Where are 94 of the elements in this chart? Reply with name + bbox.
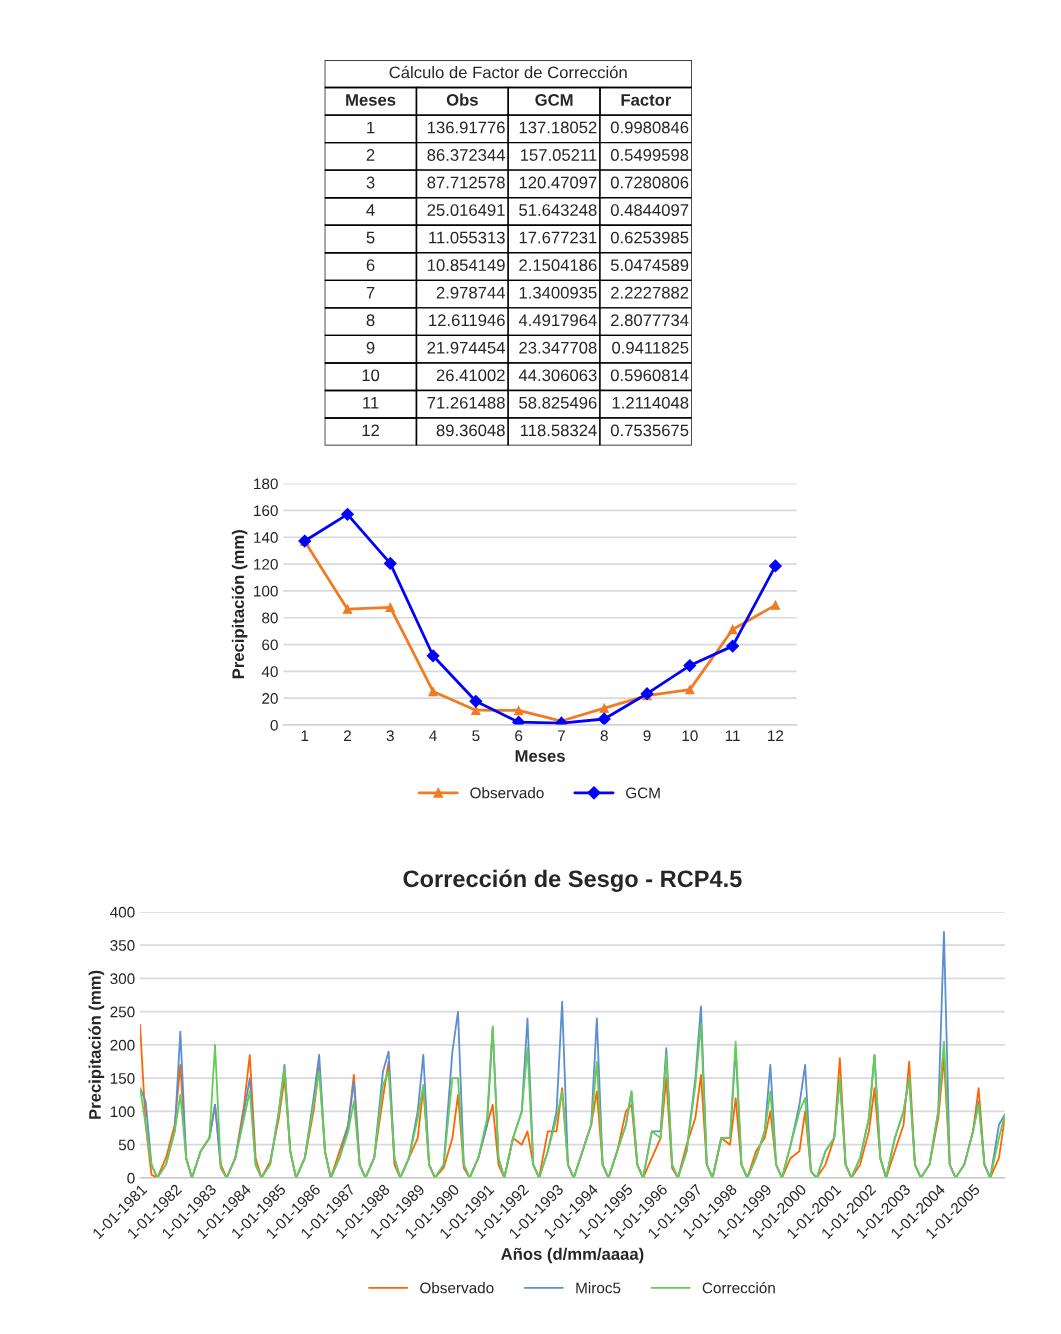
y-axis-title: Precipitación (mm): [88, 970, 105, 1119]
data-label: 0.4844097: [610, 204, 689, 216]
data-label: 2.978744: [436, 286, 505, 299]
data-label: 0.5499598: [610, 149, 689, 161]
data-label: 11.055313: [429, 231, 505, 244]
chart-title: Cálculo de Factor de Corrección: [389, 65, 627, 79]
y-axis-title: Meses: [346, 94, 396, 106]
data-label: 4.4917964: [518, 314, 597, 327]
x-tick-label: 8: [600, 730, 608, 742]
data-label: 23.347708: [519, 341, 597, 354]
x-tick-label: GCM: [535, 94, 573, 106]
y-tick-label: 40: [261, 666, 278, 678]
y-tick-label: 3: [366, 176, 375, 189]
x-tick-label: 11: [725, 730, 740, 741]
y-tick-label: 2: [366, 149, 375, 161]
data-label: 2.1504186: [519, 259, 597, 272]
y-tick-label: 0: [127, 1172, 135, 1184]
data-label: 58.825496: [519, 396, 597, 409]
data-label: 2.8077734: [611, 314, 689, 327]
y-tick-label: 10: [362, 369, 380, 382]
y-tick-label: 20: [262, 693, 278, 704]
x-tick-label: 4: [429, 730, 437, 741]
data-label: 0.9411825: [612, 341, 689, 354]
y-tick-label: 150: [110, 1073, 135, 1084]
y-tick-label: 0: [270, 719, 278, 731]
data-label: 0.6253985: [610, 231, 689, 244]
data-label: 0.7535675: [610, 424, 689, 437]
y-tick-label: 8: [366, 314, 375, 327]
y-tick-label: 200: [110, 1039, 135, 1051]
y-tick-label: 5: [366, 231, 375, 244]
y-tick-label: 400: [110, 906, 135, 918]
data-label: 5.0474589: [610, 259, 689, 272]
y-tick-label: 100: [254, 585, 278, 597]
data-label: 137.18052: [519, 121, 597, 134]
x-tick-label: 12: [768, 730, 784, 741]
y-tick-label: 120: [254, 558, 278, 570]
y-tick-label: 4: [366, 204, 375, 216]
y-tick-label: 250: [110, 1006, 135, 1018]
y-tick-label: 12: [362, 424, 379, 437]
x-tick-label: 5: [472, 730, 480, 742]
y-tick-label: 50: [118, 1139, 135, 1151]
y-tick-label: 1: [367, 121, 375, 134]
data-label: 10.854149: [427, 259, 505, 272]
data-label: 51.643248: [519, 204, 597, 216]
y-tick-label: 300: [110, 973, 135, 985]
data-label: 136.91776: [427, 121, 505, 134]
data-label: 1.2114048: [612, 396, 689, 409]
y-tick-label: 140: [254, 532, 278, 543]
data-label: 25.016491: [427, 204, 505, 216]
data-label: 17.677231: [519, 231, 597, 244]
data-label: 2.2227882: [611, 286, 689, 299]
x-tick-label: Factor: [621, 94, 672, 106]
x-tick-label: 10: [682, 730, 698, 742]
x-tick-label: 2: [344, 730, 351, 741]
x-axis-title: Años (d/mm/aaaa): [501, 1247, 644, 1264]
x-axis-title: Meses: [515, 750, 565, 762]
y-tick-label: 7: [366, 286, 375, 299]
y-tick-label: 11: [363, 397, 379, 409]
x-tick-label: 6: [515, 730, 523, 742]
legend-label: Observado: [470, 787, 544, 799]
legend-label: Corrección: [702, 1281, 775, 1294]
legend-label: GCM: [626, 787, 660, 799]
y-tick-label: 60: [262, 639, 278, 651]
y-tick-label: 6: [366, 259, 375, 272]
y-tick-label: 80: [262, 612, 278, 624]
y-tick-label: 350: [110, 940, 135, 951]
data-label: 0.9980846: [610, 121, 689, 134]
x-tick-label: 3: [386, 730, 394, 742]
y-tick-label: 9: [366, 341, 375, 354]
legend-label: Observado: [420, 1282, 494, 1294]
data-label: 0.7280806: [610, 176, 689, 189]
data-label: 87.712578: [427, 176, 505, 189]
x-tick-label: 7: [557, 730, 565, 741]
data-label: 1.3400935: [519, 286, 597, 299]
data-label: 118.58324: [520, 424, 597, 437]
y-tick-label: 180: [254, 478, 278, 490]
data-label: 12.611946: [429, 314, 505, 327]
legend-label: Miroc5: [576, 1282, 621, 1294]
x-tick-label: 9: [643, 730, 651, 742]
data-label: 157.05211: [520, 149, 597, 161]
x-tick-label: Obs: [446, 93, 478, 106]
data-label: 44.306063: [518, 369, 597, 382]
data-label: 71.261488: [427, 396, 505, 409]
data-label: 120.47097: [519, 176, 597, 189]
data-label: 86.372344: [427, 149, 505, 161]
data-label: 89.36048: [436, 424, 505, 437]
y-tick-label: 100: [110, 1106, 135, 1118]
chart-title: Corrección de Sesgo - RCP4.5: [403, 869, 742, 892]
y-tick-label: 160: [254, 505, 278, 517]
data-label: 21.974454: [427, 341, 505, 354]
x-tick-label: 1: [301, 730, 309, 741]
data-label: 26.41002: [436, 369, 505, 382]
data-label: 0.5960814: [610, 369, 689, 382]
y-axis-title: Precipitación (mm): [231, 530, 248, 679]
